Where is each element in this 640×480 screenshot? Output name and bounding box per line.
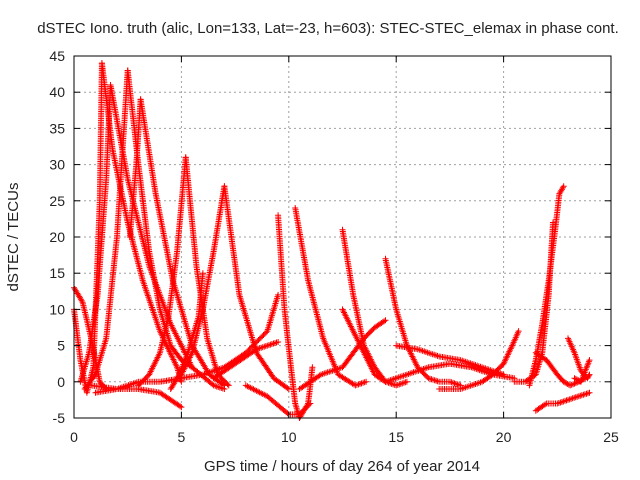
series-arc-27	[436, 328, 522, 392]
x-axis-label: GPS time / hours of day 264 of year 2014	[204, 458, 480, 475]
series-arc-14	[221, 183, 292, 392]
x-axis-ticks: 0 5 10 15 20 25	[70, 56, 619, 445]
data-point-markers	[135, 154, 189, 389]
series-arc-30	[532, 389, 593, 414]
data-point-markers	[137, 96, 228, 389]
x-tick-label: 25	[603, 429, 619, 445]
series-arc-23	[382, 255, 464, 389]
data-point-markers	[571, 357, 593, 385]
series-arc-26	[393, 342, 507, 378]
y-tick-label: 15	[49, 265, 65, 281]
series-arc-17	[92, 291, 282, 396]
data-point-markers	[339, 226, 410, 389]
data-series	[71, 60, 593, 421]
x-tick-label: 5	[178, 429, 186, 445]
data-point-markers	[221, 183, 292, 392]
data-point-markers	[92, 291, 282, 396]
series-arc-15	[210, 339, 282, 382]
series-arc-33	[571, 357, 593, 385]
y-tick-label: 30	[49, 157, 65, 173]
series-arc-04	[77, 82, 114, 385]
series-arc-29	[511, 219, 556, 385]
data-point-markers	[292, 205, 370, 389]
series-arc-13	[178, 183, 228, 378]
x-tick-label: 15	[388, 429, 404, 445]
data-point-markers	[532, 389, 593, 414]
data-point-markers	[511, 219, 556, 385]
x-tick-label: 20	[496, 429, 512, 445]
series-arc-10	[135, 154, 189, 389]
x-tick-label: 10	[281, 429, 297, 445]
data-point-markers	[436, 328, 522, 392]
y-tick-label: 45	[49, 48, 65, 64]
data-point-markers	[77, 82, 114, 385]
y-tick-label: 25	[49, 193, 65, 209]
data-point-markers	[210, 339, 282, 382]
y-tick-label: -5	[53, 410, 66, 426]
data-point-markers	[81, 67, 131, 392]
series-arc-08	[126, 96, 144, 240]
series-arc-22	[339, 226, 410, 389]
y-tick-label: 35	[49, 120, 65, 136]
series-arc-25	[382, 360, 518, 385]
y-tick-label: 0	[57, 374, 65, 390]
y-tick-label: 20	[49, 229, 65, 245]
y-tick-label: 10	[49, 301, 65, 317]
y-tick-label: 40	[49, 84, 65, 100]
y-axis-ticks: -5 0 5 10 15 20 25 30 35 40 45	[49, 48, 611, 426]
x-tick-label: 0	[70, 429, 78, 445]
series-arc-19	[292, 205, 370, 389]
series-arc-09	[137, 96, 228, 389]
series-arc-24	[339, 306, 389, 385]
data-point-markers	[339, 306, 389, 385]
series-arc-03	[98, 60, 185, 385]
data-point-markers	[382, 360, 518, 385]
data-point-markers	[382, 255, 464, 389]
chart-title: dSTEC Iono. truth (alic, Lon=133, Lat=-2…	[37, 20, 619, 37]
data-point-markers	[98, 60, 185, 385]
series-arc-06	[81, 67, 131, 392]
y-tick-label: 5	[57, 338, 65, 354]
data-point-markers	[126, 96, 144, 240]
data-point-markers	[178, 183, 228, 378]
y-axis-label: dSTEC / TECUs	[5, 183, 22, 292]
data-point-markers	[393, 342, 507, 378]
